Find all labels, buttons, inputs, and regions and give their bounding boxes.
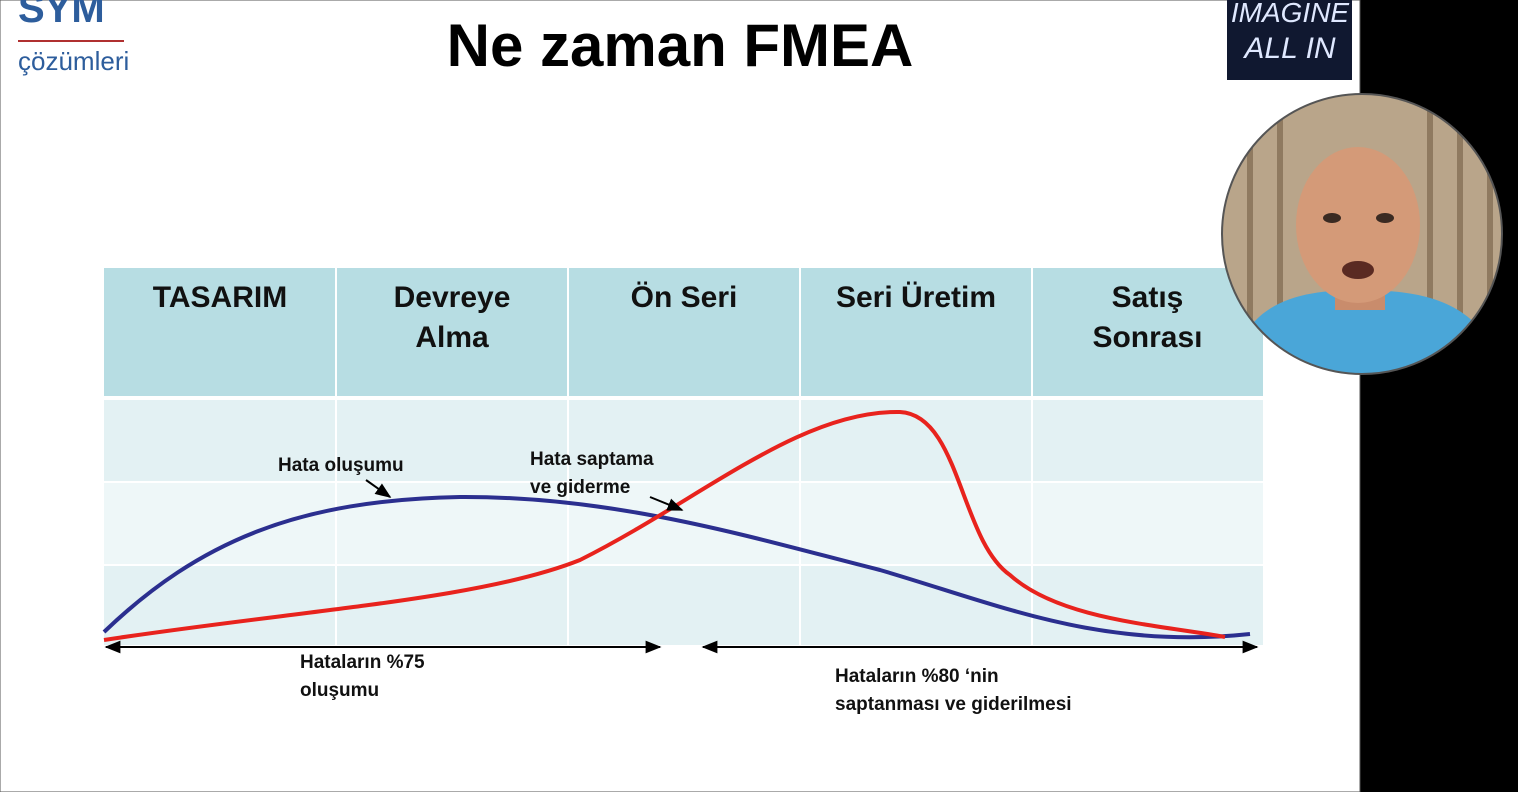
- phase-label: Seri Üretim: [836, 281, 996, 314]
- badge-line: ALL IN: [1242, 32, 1336, 65]
- pointer: [649, 496, 684, 511]
- webcam-frame: [1221, 93, 1503, 375]
- band: [104, 400, 1263, 482]
- curve-label: Hata oluşumu: [278, 455, 404, 476]
- phase-label: Sonrası: [1092, 321, 1202, 354]
- pointer: [365, 479, 392, 498]
- span-label: Hataların %80 ‘nin: [835, 666, 999, 687]
- span-label: saptanması ve giderilmesi: [835, 694, 1072, 715]
- occurrence-curve: [102, 494, 1251, 640]
- grid: [104, 268, 1263, 645]
- phase-labels: TASARIM Devreye Alma Ön Seri Seri Üretim Satı…: [153, 281, 1203, 354]
- logo-name: SYM: [18, 0, 105, 31]
- phase-header: [104, 268, 1263, 397]
- badge-line: IMAGINE: [1231, 0, 1350, 28]
- band: [104, 565, 1263, 645]
- title: Ne zaman FMEA: [447, 12, 914, 79]
- phase-label: TASARIM: [153, 281, 287, 314]
- span-label: Hataların %75: [300, 652, 425, 673]
- badge: [1227, 0, 1352, 80]
- span-label: oluşumu: [300, 680, 379, 701]
- phase-label: Ön Seri: [631, 281, 738, 314]
- detection-curve: [103, 409, 1226, 642]
- phase-label: Devreye: [394, 281, 511, 314]
- curve-label: ve giderme: [530, 477, 630, 498]
- phase-label: Alma: [415, 321, 489, 354]
- curve-label: Hata saptama: [530, 449, 654, 470]
- phase-label: Satış: [1112, 281, 1184, 314]
- logo-subtitle: çözümleri: [18, 46, 129, 76]
